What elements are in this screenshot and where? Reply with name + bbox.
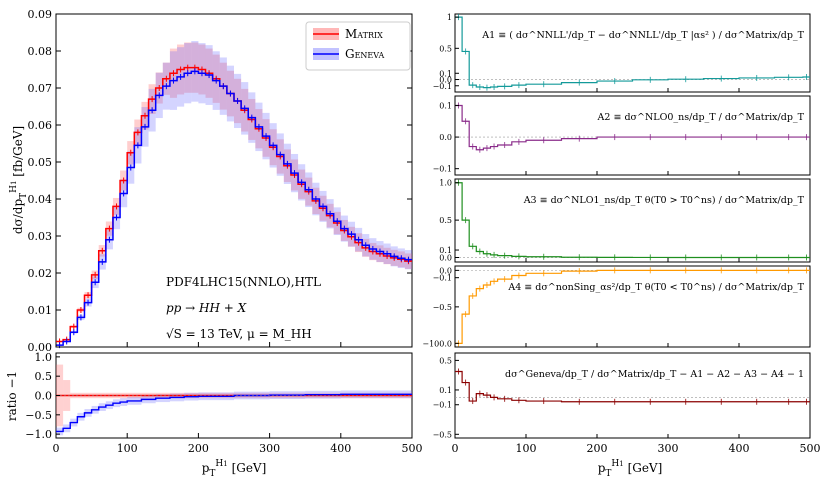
left-main-frame — [55, 13, 413, 348]
xtick-label: 400 — [330, 442, 351, 455]
ratio-ytick-label: 0.0 — [35, 390, 53, 403]
right-ytick-label: −0.1 — [433, 274, 452, 283]
right-panel-3: 1.0 0.5 0.10.0 A3 ≡ dσ^NLO1_ns/dp_T θ(T0 > … — [439, 178, 811, 263]
panel-formula: A1 ≡ ( dσ^NNLL'/dp_T − dσ^NNLL'/dp_T |αs… — [481, 30, 804, 41]
legend-matrix-label: Matrix — [345, 27, 383, 41]
right-ytick-label: 0.5 — [439, 356, 452, 365]
xtick-label: 200 — [188, 442, 209, 455]
right-ytick-label: 0.0 — [439, 266, 452, 275]
left-main-panel: 0.00 0.01 0.02 0.03 0.04 0.05 0.06 0.07 0.08 0.09… — [9, 8, 413, 354]
right-x-ticks: 0 100 200 300 400 500 — [452, 442, 821, 455]
panel-formula: dσ^Geneva/dp_T / dσ^Matrix/dp_T − A1 − A… — [505, 369, 804, 380]
right-ytick-label: 0.0 — [439, 254, 452, 263]
right-panel-frame — [454, 95, 811, 176]
right-xtick-label: 500 — [800, 442, 821, 455]
ytick-label: 0.02 — [28, 267, 53, 280]
ytick-label: 0.04 — [28, 193, 53, 206]
residual-line — [455, 370, 810, 403]
right-ytick-label: −0.5 — [433, 303, 452, 312]
left-main-uncertainty-bands — [56, 41, 412, 346]
right-panel-1: 1 0.5 0.10.0−0.1 A1 ≡ ( dσ^NNLL'/dp_T − dσ^… — [433, 13, 811, 93]
right-panel-frame — [454, 352, 811, 439]
xtick-label: 100 — [117, 442, 138, 455]
annotation-energy: √S = 13 TeV, μ = M_HH — [166, 327, 312, 341]
annotation-process: pp → HH + X — [166, 301, 247, 315]
panel-formula: A2 ≡ dσ^NLO0_ns/dp_T / dσ^Matrix/dp_T — [597, 112, 805, 123]
ratio-ytick-label: 1.0 — [35, 351, 53, 364]
xtick-label: 300 — [259, 442, 280, 455]
a3-line — [455, 182, 810, 259]
ytick-label: 0.01 — [28, 304, 53, 317]
right-ytick-label: 0.1 — [439, 246, 452, 255]
right-ytick-label: −0.5 — [433, 430, 452, 439]
right-ytick-label: −0.1 — [433, 165, 452, 174]
right-xtick-label: 300 — [658, 442, 679, 455]
right-xtick-label: 100 — [516, 442, 537, 455]
left-ylabel: dσ/dpTH1 [fb/GeV] — [9, 126, 29, 234]
right-ytick-label: −100.0 — [422, 339, 452, 348]
right-ytick-label: 0.5 — [439, 44, 452, 53]
right-panel-frame — [454, 13, 811, 93]
left-xlabel: pTH1 [GeV] — [202, 459, 267, 479]
ratio-ylabel: ratio −1 — [5, 371, 19, 421]
panel-formula: A4 ≡ dσ^nonSing_αs²/dp_T θ(T0 < T0^ns) /… — [507, 282, 804, 293]
legend: Matrix Geneva — [305, 21, 411, 71]
right-panel-5: 0.5 0.1 −0.1 −0.5 dσ^Geneva/dp_T / dσ^Matrix… — [433, 352, 811, 439]
right-ytick-label: 0.0 — [439, 133, 452, 142]
right-panels: 10.50.10.0−0.1A1 ≡ ( dσ^NNLL'/dp_T − dσ^… — [422, 13, 811, 439]
right-panel-4: 0.0−0.1 −0.5 −100.0 A4 ≡ dσ^nonSing_αs²/dp_… — [422, 265, 811, 348]
left-main-histograms — [56, 64, 412, 349]
right-ytick-label: 1 — [447, 13, 452, 22]
panel-formula: A3 ≡ dσ^NLO1_ns/dp_T θ(T0 > T0^ns) / dσ^… — [523, 195, 805, 206]
right-panel-2: 0.1 0.0 −0.1 A2 ≡ dσ^NLO0_ns/dp_T / dσ^Matr… — [433, 95, 811, 176]
right-ytick-label: 0.1 — [439, 101, 452, 110]
ytick-label: 0.00 — [28, 341, 53, 354]
right-ytick-label: 0.1 — [439, 386, 452, 395]
legend-geneva-label: Geneva — [345, 47, 385, 61]
ytick-label: 0.09 — [28, 8, 53, 21]
left-ratio-series — [56, 364, 412, 436]
annotation-pdf: PDF4LHC15(NNLO),HTL — [166, 275, 321, 289]
ytick-label: 0.03 — [28, 230, 53, 243]
right-ytick-label: 1.0 — [439, 179, 452, 188]
xtick-label: 0 — [53, 442, 60, 455]
right-ytick-label: 0.0 — [439, 76, 452, 85]
right-xtick-label: 400 — [729, 442, 750, 455]
left-ratio-panel: 1.0 0.5 0.0 −0.5 −1.0 ratio −1 0 100 200 300 400… — [5, 342, 423, 479]
ytick-label: 0.08 — [28, 45, 53, 58]
right-panel-frame — [454, 265, 811, 348]
left-ratio-y-ticks: 1.0 0.5 0.0 −0.5 −1.0 — [25, 351, 60, 441]
right-ytick-label: 0.5 — [439, 216, 452, 225]
left-main-y-ticks: 0.00 0.01 0.02 0.03 0.04 0.05 0.06 0.07 0.08 0.09 — [28, 8, 412, 354]
ytick-label: 0.05 — [28, 156, 53, 169]
left-x-ticks: 0 100 200 300 400 500 — [53, 342, 423, 455]
ytick-label: 0.06 — [28, 119, 53, 132]
geneva-ratio-line — [56, 393, 412, 433]
xtick-label: 500 — [402, 442, 423, 455]
right-ytick-label: −0.1 — [433, 82, 452, 91]
right-ytick-label: 0.1 — [439, 69, 452, 78]
ratio-ytick-label: 0.5 — [35, 370, 53, 383]
right-xtick-label: 200 — [587, 442, 608, 455]
ratio-ytick-label: −1.0 — [25, 428, 52, 441]
right-xlabel: pTH1 [GeV] — [598, 459, 663, 479]
right-panel-frame — [454, 178, 811, 263]
ytick-label: 0.07 — [28, 82, 53, 95]
right-ytick-label: −0.1 — [433, 401, 452, 410]
right-xtick-label: 0 — [452, 442, 459, 455]
ratio-ytick-label: −0.5 — [25, 409, 52, 422]
